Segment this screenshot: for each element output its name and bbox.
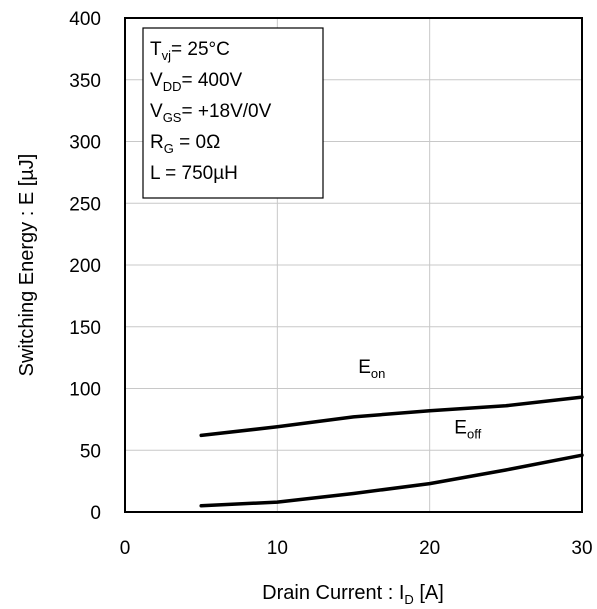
y-tick-labels: 0 50 100 150 200 250 300 350 400 <box>69 9 101 524</box>
condition-line: L = 750µH <box>150 163 238 184</box>
x-tick-label: 30 <box>571 538 592 559</box>
x-tick-label: 0 <box>120 538 131 559</box>
condition-line: RG = 0Ω <box>150 132 220 156</box>
x-axis-label: Drain Current : ID [A] <box>262 582 444 607</box>
plot-area-frame <box>124 17 583 513</box>
y-axis-label: Switching Energy : E [µJ] <box>16 154 38 377</box>
series-labels: Eon Eoff <box>348 355 495 442</box>
condition-line: Tvj= 25°C <box>150 39 230 63</box>
x-tick-label: 10 <box>267 538 288 559</box>
condition-line: VGS= +18V/0V <box>150 101 272 125</box>
test-conditions: Tvj= 25°C VDD= 400V VGS= +18V/0V RG = 0Ω L =… <box>150 39 272 184</box>
y-tick-label: 350 <box>69 71 101 92</box>
y-tick-label: 400 <box>69 9 101 30</box>
series-line-eon <box>199 395 584 438</box>
series-label-backing <box>440 415 495 440</box>
series-curves <box>199 395 584 508</box>
x-tick-labels: 0 10 20 30 <box>120 538 593 559</box>
x-tick-label: 20 <box>419 538 440 559</box>
y-tick-label: 300 <box>69 133 101 154</box>
series-label-eon: Eon <box>358 357 385 381</box>
y-tick-label: 150 <box>69 318 101 339</box>
y-tick-label: 50 <box>80 441 101 462</box>
condition-line: VDD= 400V <box>150 70 243 94</box>
series-label-backing <box>348 355 395 380</box>
conditions-box <box>142 27 324 199</box>
y-tick-label: 100 <box>69 380 101 401</box>
series-line-eoff <box>199 453 584 508</box>
y-tick-label: 250 <box>69 194 101 215</box>
y-tick-label: 200 <box>69 256 101 277</box>
series-label-eoff: Eoff <box>454 418 481 442</box>
y-tick-label: 0 <box>90 503 101 524</box>
